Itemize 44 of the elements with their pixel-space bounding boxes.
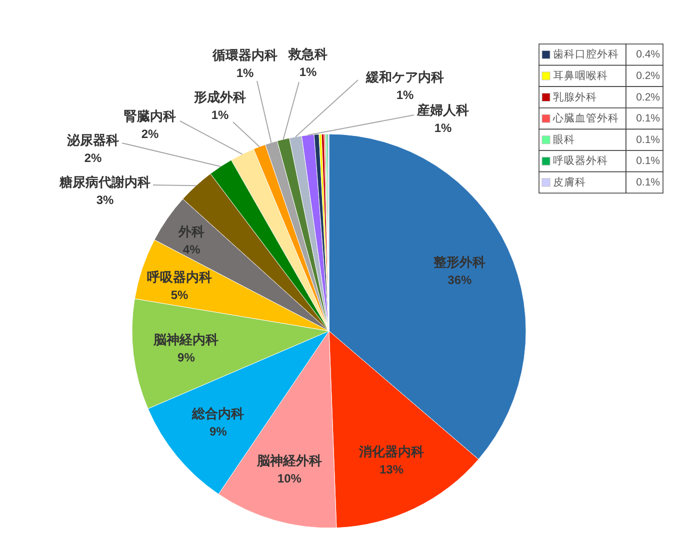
data-label: 0.1% (636, 155, 660, 168)
data-label: 0.2% (636, 91, 660, 104)
data-label: 1% (236, 66, 254, 80)
data-label: 0.1% (636, 134, 660, 146)
legend-label: 眼科 (553, 134, 575, 146)
slice-label: 外科 (178, 224, 205, 239)
data-label: 0.2% (636, 70, 660, 82)
slice-label: 糖尿病代謝内科 (58, 174, 150, 190)
slice-label: 整形外科 (432, 254, 486, 270)
data-label: 10% (277, 471, 302, 486)
slice-label: 脳神経外科 (256, 452, 322, 468)
slice-label: 形成外科 (193, 90, 246, 104)
slice-label: 腎臓内科 (124, 108, 176, 124)
data-label: 4% (182, 242, 201, 256)
legend-label: 心臓血管外科 (552, 112, 619, 125)
legend-label: 呼吸器外科 (553, 154, 608, 168)
data-label: 1% (211, 108, 229, 122)
data-label: 1% (396, 88, 414, 102)
data-label: 0.1% (636, 176, 660, 188)
legend-label: 皮膚科 (553, 175, 586, 188)
legend-label: 歯科口腔外科 (553, 48, 619, 61)
data-label: 2% (84, 151, 102, 165)
slice-label: 脳神経内科 (152, 332, 219, 347)
data-label: 3% (96, 193, 114, 207)
slice-label: 緩和ケア内科 (365, 70, 444, 84)
data-label: 0.4% (636, 48, 660, 61)
data-label: 1% (434, 121, 452, 135)
slice-label: 救急科 (288, 46, 328, 62)
data-label: 1% (299, 65, 317, 79)
data-label: 36% (448, 272, 472, 287)
data-label: 2% (141, 127, 159, 141)
data-label: 0.1% (636, 112, 660, 125)
legend-label: 耳鼻咽喉科 (553, 70, 608, 82)
data-label: 5% (170, 288, 189, 302)
slice-label: 総合内科 (191, 406, 244, 422)
slice-label: 呼吸器内科 (147, 269, 212, 284)
data-label: 13% (380, 462, 404, 477)
data-label: 9% (209, 424, 228, 439)
slice-label: 泌尿器科 (66, 132, 119, 148)
legend-label: 乳腺外科 (553, 90, 597, 104)
data-label: 9% (178, 350, 196, 364)
slice-label: 循環器内科 (212, 48, 278, 62)
slice-label: 消化器内科 (358, 444, 424, 460)
slice-label: 産婦人科 (416, 102, 469, 118)
